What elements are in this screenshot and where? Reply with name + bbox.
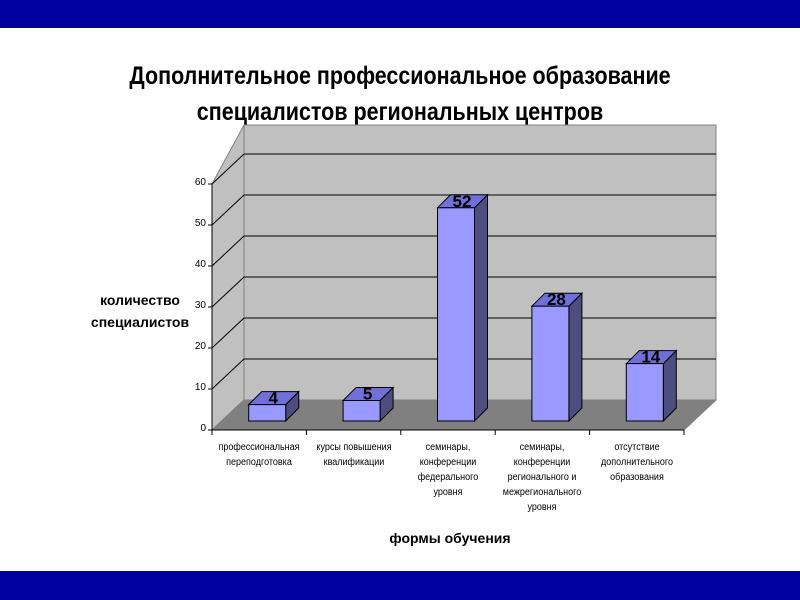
title-line-2: специалистов региональных центров <box>196 98 604 126</box>
y-tick-60: 60 <box>194 177 206 188</box>
bar-0: 4 <box>247 389 300 423</box>
data-label-1: 5 <box>363 385 372 404</box>
bar-2: 52 <box>436 192 489 423</box>
y-tick-30: 30 <box>194 300 206 311</box>
category-label-2: семинары, конференции федерального уровня <box>417 442 479 498</box>
bar-3: 28 <box>530 290 584 423</box>
category-label-4: отсутствие дополнительного образования <box>600 442 673 483</box>
data-label-3: 28 <box>547 290 566 309</box>
bar-4: 14 <box>625 348 678 423</box>
slide-title: Дополнительное профессиональное образова… <box>56 58 744 130</box>
data-label-0: 4 <box>268 389 278 408</box>
x-axis-label: формы обучения <box>389 530 511 546</box>
y-tick-50: 50 <box>194 218 206 229</box>
category-label-3: семинары, конференции регионального и межре… <box>503 442 582 513</box>
y-tick-20: 20 <box>194 341 206 352</box>
bar-1: 5 <box>341 385 395 423</box>
category-label-1: курсы повышения квалификации <box>316 442 392 468</box>
category-label-0: профессиональная переподготовка <box>218 442 300 468</box>
y-tick-40: 40 <box>194 259 206 270</box>
data-label-4: 14 <box>641 348 660 367</box>
top-band <box>0 0 800 28</box>
y-axis-label: количество специалистов <box>90 292 190 330</box>
bottom-band <box>0 571 800 600</box>
data-label-2: 52 <box>453 192 472 211</box>
y-tick-10: 10 <box>194 382 206 393</box>
title-line-1: Дополнительное профессиональное образова… <box>129 62 671 90</box>
y-tick-0: 0 <box>200 423 206 434</box>
